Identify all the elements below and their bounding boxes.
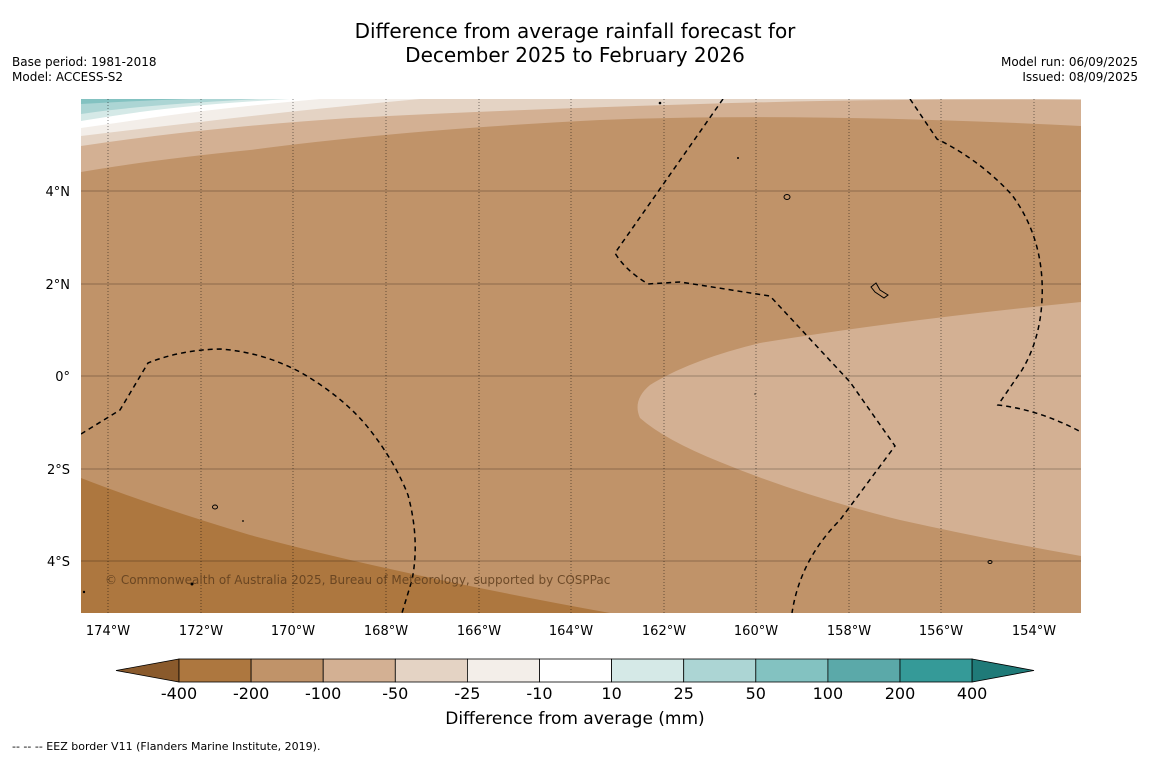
lat-label: 4°N xyxy=(46,185,71,200)
eez-footnote: -- -- -- EEZ border V11 (Flanders Marine… xyxy=(12,740,321,753)
eez-border-central xyxy=(614,99,896,613)
colorbar-tick-label: 50 xyxy=(746,684,766,703)
lon-label: 162°W xyxy=(642,624,686,639)
lat-label: 0° xyxy=(55,370,70,385)
lon-label: 160°W xyxy=(734,624,778,639)
colorbar-tick-label: 200 xyxy=(885,684,916,703)
latitude-labels: 4°N 2°N 0° 2°S 4°S xyxy=(46,185,71,570)
colorbar-segment xyxy=(322,658,396,683)
base-period: Base period: 1981-2018 xyxy=(12,55,157,69)
colorbar-tick-label: 400 xyxy=(957,684,988,703)
lon-label: 166°W xyxy=(457,624,501,639)
island-dots xyxy=(82,101,756,594)
colorbar-extend-high xyxy=(971,658,1035,683)
lon-label: 168°W xyxy=(364,624,408,639)
lon-label: 164°W xyxy=(549,624,593,639)
colorbar-segment xyxy=(539,658,612,683)
lon-label: 156°W xyxy=(919,624,963,639)
issued-date: Issued: 08/09/2025 xyxy=(1022,70,1138,84)
colorbar-segment xyxy=(394,658,468,683)
colorbar-tick-label: 25 xyxy=(674,684,694,703)
colorbar-tick-label: -200 xyxy=(233,684,269,703)
lat-label: 2°S xyxy=(47,463,70,478)
rainfall-tongue-equatorial xyxy=(637,302,1081,556)
colorbar-segment xyxy=(466,658,540,683)
island-3 xyxy=(212,504,218,510)
map-title: Difference from average rainfall forecas… xyxy=(0,19,1150,67)
island-4 xyxy=(987,560,993,564)
colorbar-title: Difference from average (mm) xyxy=(445,709,705,729)
lon-label: 172°W xyxy=(179,624,223,639)
title-line-1: Difference from average rainfall forecas… xyxy=(354,19,796,43)
lon-label: 158°W xyxy=(827,624,871,639)
island-1 xyxy=(783,194,791,200)
model-name: Model: ACCESS-S2 xyxy=(12,70,124,84)
colorbar-tick-label: -100 xyxy=(305,684,341,703)
lon-label: 154°W xyxy=(1012,624,1056,639)
colorbar-tick-label: -25 xyxy=(454,684,480,703)
colorbar-segment xyxy=(250,658,324,683)
colorbar-tick-label: 10 xyxy=(601,684,621,703)
latitude-gridlines xyxy=(81,190,1081,562)
colorbar-segment xyxy=(827,658,901,683)
title-line-2: December 2025 to February 2026 xyxy=(405,43,745,67)
islands xyxy=(212,194,993,564)
model-run: Model run: 06/09/2025 xyxy=(1000,55,1138,69)
lat-label: 4°S xyxy=(47,555,70,570)
lat-label: 2°N xyxy=(46,278,71,293)
colorbar-segment xyxy=(178,658,252,683)
colorbar-tick-label: -10 xyxy=(526,684,552,703)
colorbar xyxy=(115,658,1035,683)
rainfall-band-north-teal-dark xyxy=(81,99,190,104)
colorbar-extend-low xyxy=(115,658,180,683)
eez-borders xyxy=(81,99,1081,613)
map-copyright: © Commonwealth of Australia 2025, Bureau… xyxy=(105,573,610,587)
eez-border-east xyxy=(909,99,1081,433)
colorbar-tick-labels: -400 -200 -100 -50 -25 -10 10 25 50 100 200 400 xyxy=(161,684,988,703)
meta-right: Model run: 06/09/2025 Issued: 08/09/2025 xyxy=(1001,55,1138,85)
rainfall-band-north-teal xyxy=(81,99,260,114)
map-area xyxy=(81,99,1081,613)
meta-left: Base period: 1981-2018 Model: ACCESS-S2 xyxy=(12,55,157,85)
colorbar-segment xyxy=(755,658,829,683)
longitude-labels: 174°W 172°W 170°W 168°W 166°W 164°W 162°… xyxy=(86,624,1056,639)
rainfall-band-north-25 xyxy=(81,99,1081,146)
rainfall-wedge-southwest xyxy=(81,478,610,613)
lon-label: 174°W xyxy=(86,624,130,639)
eez-border-west xyxy=(81,348,416,613)
lon-label: 170°W xyxy=(271,624,315,639)
colorbar-segment xyxy=(899,658,973,683)
colorbar-segment xyxy=(611,658,685,683)
colorbar-tick-label: -400 xyxy=(161,684,197,703)
colorbar-tick-label: -50 xyxy=(382,684,408,703)
colorbar-tick-label: 100 xyxy=(813,684,844,703)
colorbar-segment xyxy=(683,658,757,683)
island-2 xyxy=(870,282,889,299)
